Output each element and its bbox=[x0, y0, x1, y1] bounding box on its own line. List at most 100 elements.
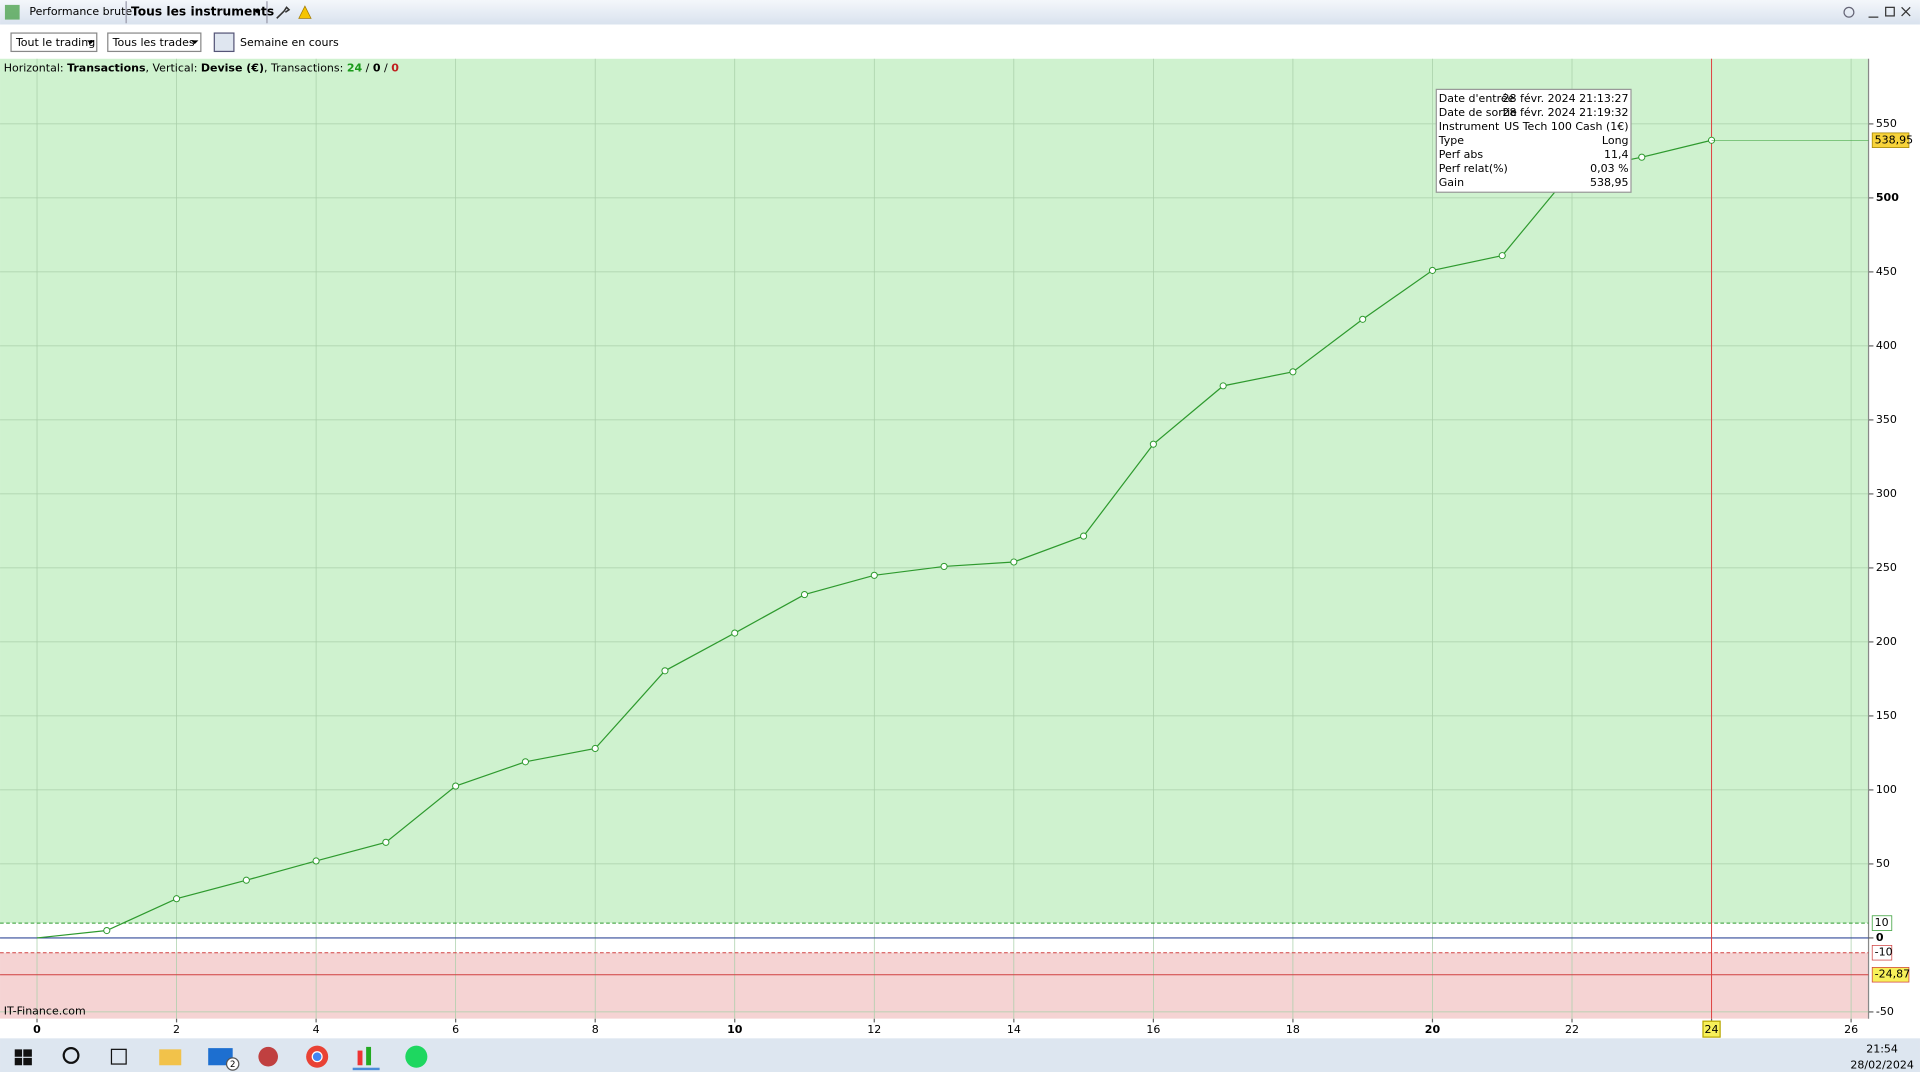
x-tick-label: 22 bbox=[1565, 1023, 1579, 1036]
taskbar-icons: 2 bbox=[14, 1045, 428, 1071]
y-tick-label: 250 bbox=[1876, 561, 1897, 574]
last-value-box bbox=[1871, 132, 1910, 148]
tooltip-value: US Tech 100 Cash (1€) bbox=[1504, 120, 1628, 133]
tooltip-value: 28 févr. 2024 21:13:27 bbox=[1502, 92, 1628, 105]
profit-zone bbox=[0, 58, 1869, 924]
trading-label: Tout le trading bbox=[15, 36, 95, 49]
tooltip-value: Long bbox=[1602, 134, 1629, 147]
x-tick-label: 18 bbox=[1286, 1023, 1300, 1036]
point bbox=[1289, 368, 1297, 376]
explorer-icon[interactable] bbox=[159, 1049, 182, 1066]
lost-count: 0 bbox=[391, 62, 399, 75]
dropdown-arrow bbox=[253, 9, 261, 14]
x-tick-label: 26 bbox=[1844, 1023, 1858, 1036]
info-text: , Vertical: bbox=[146, 62, 201, 75]
tooltip-value: 28 févr. 2024 21:19:32 bbox=[1502, 106, 1628, 119]
last-value-label: 538,95 bbox=[1875, 133, 1914, 146]
info-text: Transactions bbox=[67, 62, 146, 75]
period-label[interactable]: Semaine en cours bbox=[240, 36, 339, 49]
dropdown-arrow bbox=[191, 40, 199, 45]
mail-icon[interactable] bbox=[208, 1048, 233, 1066]
y-tick-label: 100 bbox=[1876, 783, 1897, 796]
y-tick-label: 50 bbox=[1876, 857, 1890, 870]
trades-dropdown[interactable] bbox=[107, 32, 202, 53]
y-tick-label: 550 bbox=[1876, 117, 1897, 130]
x-tick-label: 4 bbox=[313, 1023, 320, 1036]
reference-label-box bbox=[1871, 945, 1893, 961]
prorealtime-icon[interactable] bbox=[357, 1050, 363, 1066]
tooltip-value: 0,03 % bbox=[1590, 162, 1628, 175]
info-text: Devise (€) bbox=[201, 62, 264, 75]
x-tick-label: 8 bbox=[592, 1023, 599, 1036]
y-tick-label: 400 bbox=[1876, 339, 1897, 352]
restore[interactable] bbox=[1885, 6, 1895, 17]
x-tick-label: 24 bbox=[1705, 1023, 1719, 1036]
info-text: Horizontal: bbox=[4, 62, 67, 75]
window-controls bbox=[1843, 6, 1911, 18]
reference-label-box bbox=[1871, 915, 1893, 931]
tooltip-key: Type bbox=[1438, 134, 1464, 147]
warning-icon[interactable] bbox=[298, 5, 312, 19]
point bbox=[103, 926, 111, 935]
point bbox=[1219, 382, 1227, 390]
point bbox=[731, 629, 739, 637]
spotify-icon[interactable] bbox=[405, 1045, 428, 1068]
point bbox=[1359, 315, 1367, 323]
tooltip-key: Perf abs bbox=[1439, 148, 1484, 161]
clock-date: 28/02/2024 bbox=[1850, 1058, 1913, 1071]
point bbox=[1428, 266, 1437, 274]
point bbox=[452, 782, 460, 790]
point bbox=[1149, 440, 1157, 448]
tooltip-key: Perf relat(%) bbox=[1439, 162, 1508, 175]
prorealtime-icon bbox=[366, 1046, 372, 1066]
reference-label: -10 bbox=[1875, 946, 1893, 959]
reference-label-box bbox=[1871, 967, 1910, 983]
y-tick-label: 150 bbox=[1876, 709, 1897, 722]
mail-badge: 2 bbox=[230, 1060, 235, 1070]
x-axis-panel bbox=[0, 1018, 1869, 1039]
point bbox=[1498, 252, 1506, 260]
settings-icon[interactable] bbox=[276, 6, 291, 19]
active-indicator bbox=[352, 1067, 380, 1071]
chrome-center bbox=[311, 1051, 323, 1063]
filter-bar bbox=[0, 24, 1920, 59]
app-icon[interactable] bbox=[258, 1046, 278, 1067]
calendar-icon[interactable] bbox=[213, 32, 235, 53]
instruments-dropdown[interactable]: Tous les instruments bbox=[131, 5, 274, 19]
loss-zone bbox=[0, 952, 1869, 1019]
share-icon[interactable] bbox=[1843, 6, 1855, 18]
search-icon[interactable] bbox=[62, 1047, 80, 1064]
even-count: 0 bbox=[373, 62, 381, 75]
info-line: Horizontal: Transactions, Vertical: Devi… bbox=[4, 62, 400, 75]
trading-dropdown[interactable] bbox=[10, 32, 98, 53]
toolbar bbox=[0, 0, 1920, 25]
won-count: 24 bbox=[347, 62, 363, 75]
clock-time: 21:54 bbox=[1866, 1042, 1898, 1055]
tooltip-key: Date de sortie bbox=[1439, 106, 1517, 119]
x-tick-label: 14 bbox=[1007, 1023, 1021, 1036]
point bbox=[940, 562, 948, 570]
tooltip-box bbox=[1435, 88, 1632, 193]
info-text: , Transactions: bbox=[264, 62, 347, 75]
taskview-icon[interactable] bbox=[110, 1048, 127, 1065]
point bbox=[242, 876, 250, 884]
app-icon bbox=[4, 4, 20, 20]
point bbox=[1010, 558, 1018, 566]
dropdown-arrow bbox=[86, 40, 95, 45]
start-button[interactable] bbox=[14, 1049, 32, 1066]
tooltip-value: 11,4 bbox=[1604, 148, 1629, 161]
x-tick-label: 10 bbox=[727, 1023, 743, 1036]
trades-label: Tous les trades bbox=[112, 36, 195, 49]
point bbox=[591, 744, 599, 753]
watermark: IT-Finance.com bbox=[4, 1004, 86, 1017]
y-tick-label: 300 bbox=[1876, 487, 1897, 500]
tab[interactable]: Performance brute bbox=[29, 5, 132, 18]
x-tick-label: 16 bbox=[1146, 1023, 1160, 1036]
y-tick-label: -50 bbox=[1876, 1005, 1894, 1018]
close[interactable] bbox=[1901, 6, 1911, 17]
x-tick-label: 12 bbox=[867, 1023, 881, 1036]
x-tick-label: 0 bbox=[33, 1023, 41, 1036]
